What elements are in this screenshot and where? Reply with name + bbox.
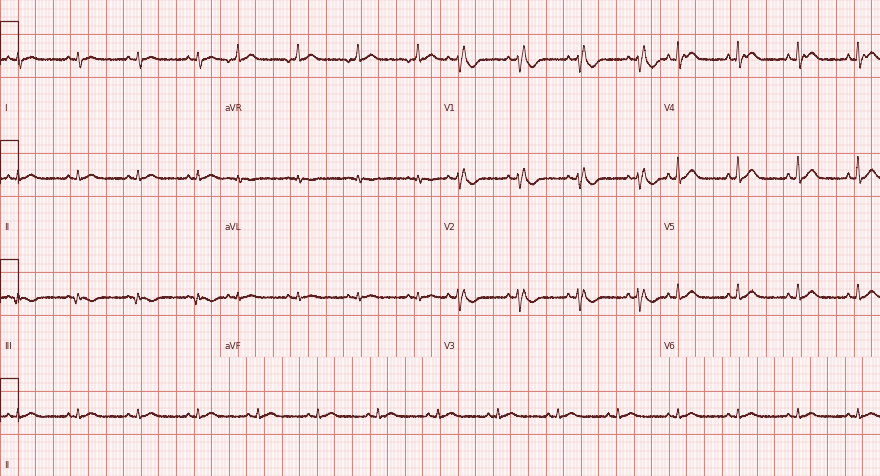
- Text: II: II: [4, 223, 10, 232]
- Text: aVL: aVL: [224, 223, 241, 232]
- Text: aVF: aVF: [224, 342, 241, 351]
- Text: V6: V6: [664, 342, 676, 351]
- Text: aVR: aVR: [224, 104, 242, 113]
- Text: I: I: [4, 104, 7, 113]
- Text: III: III: [4, 342, 12, 351]
- Text: V3: V3: [444, 342, 456, 351]
- Text: V5: V5: [664, 223, 676, 232]
- Text: V2: V2: [444, 223, 456, 232]
- Text: II: II: [4, 461, 10, 470]
- Text: V1: V1: [444, 104, 456, 113]
- Text: V4: V4: [664, 104, 676, 113]
